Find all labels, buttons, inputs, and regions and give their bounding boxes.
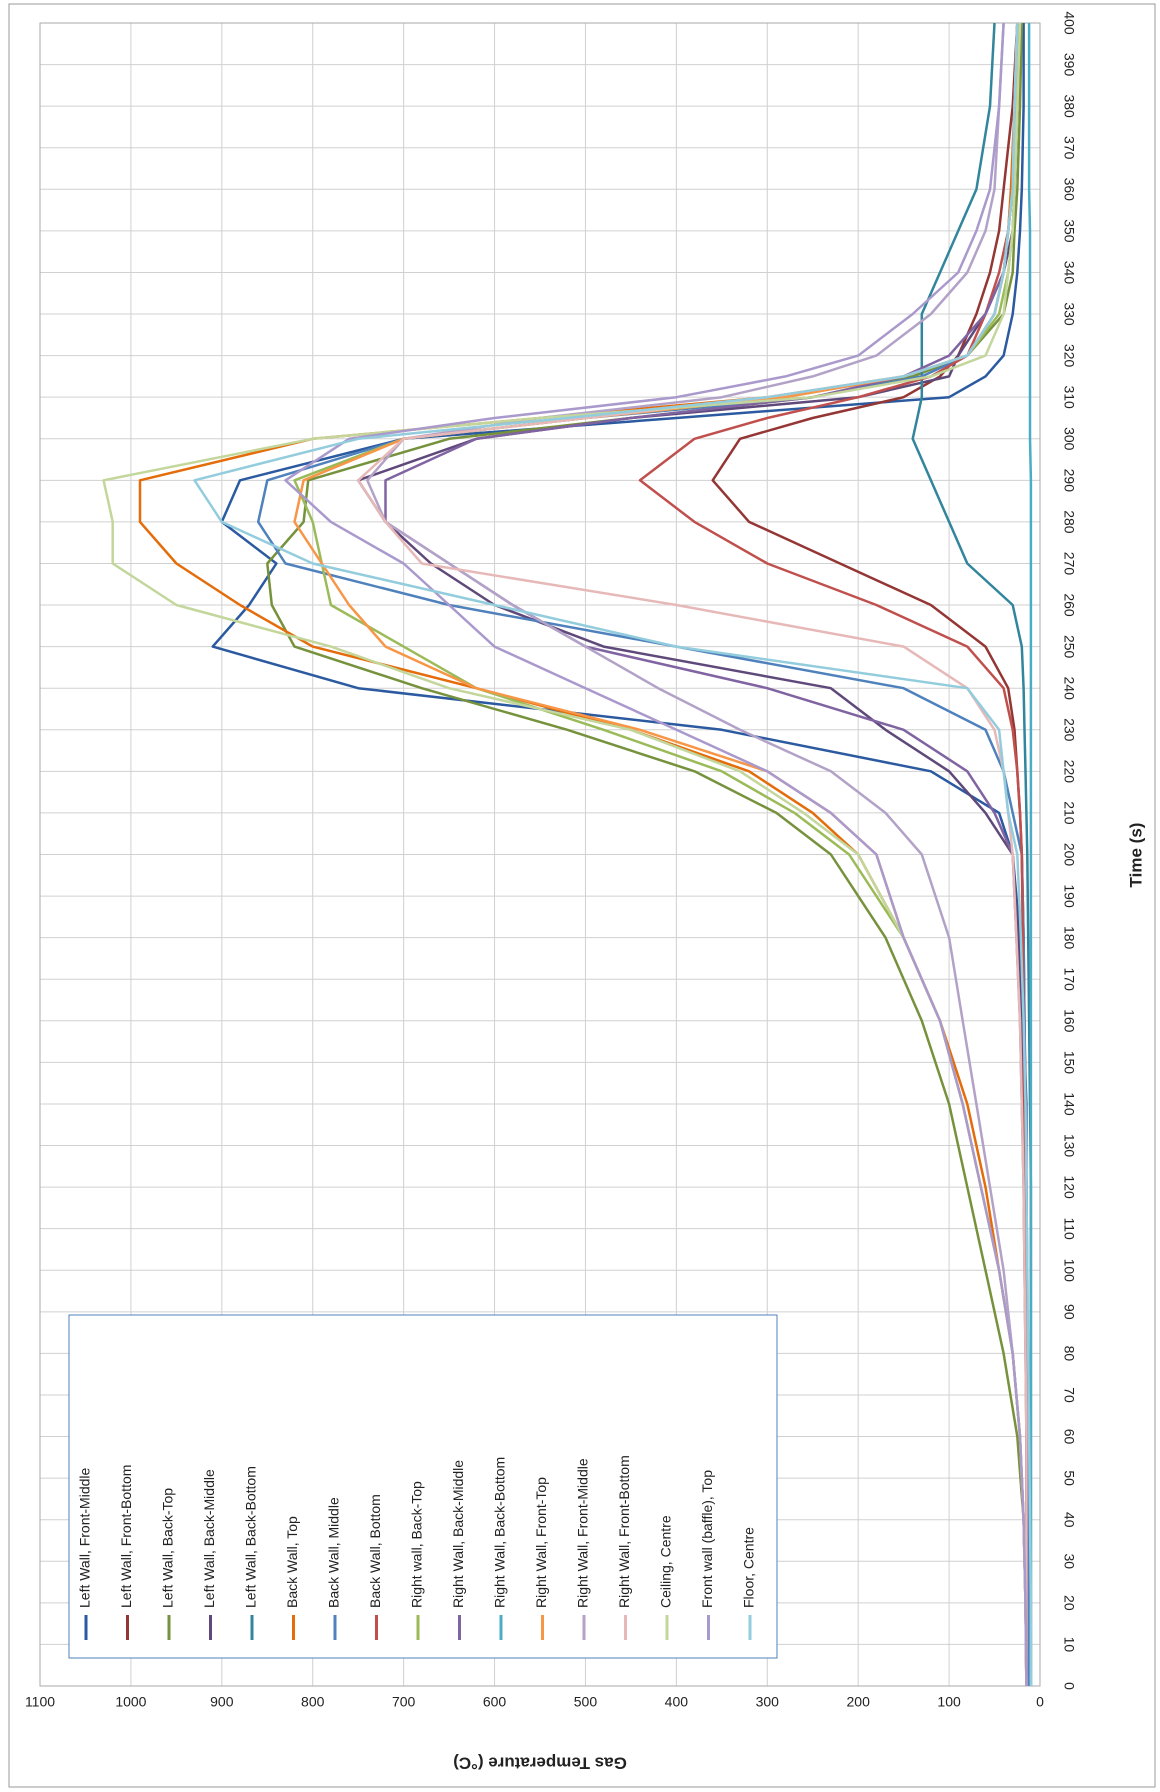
legend-label: Back Wall, Top [284, 1516, 300, 1608]
x-tick-label: 260 [1061, 593, 1077, 617]
x-tick-label: 370 [1061, 136, 1077, 160]
x-tick-label: 120 [1061, 1175, 1077, 1199]
legend-label: Left Wall, Back-Top [160, 1488, 176, 1608]
y-tick-label: 700 [392, 1694, 416, 1710]
x-tick-label: 20 [1061, 1595, 1077, 1611]
y-axis-title: Gas Temperature (°C) [453, 1754, 627, 1773]
legend-label: Left Wall, Back-Bottom [243, 1466, 259, 1608]
legend-label: Left Wall, Front-Bottom [118, 1465, 134, 1608]
x-tick-label: 340 [1061, 261, 1077, 285]
x-tick-label: 50 [1061, 1470, 1077, 1486]
legend-label: Right Wall, Back-Bottom [492, 1457, 508, 1608]
x-tick-label: 80 [1061, 1346, 1077, 1362]
x-tick-label: 270 [1061, 552, 1077, 576]
x-tick-label: 320 [1061, 344, 1077, 368]
y-tick-label: 500 [574, 1694, 598, 1710]
lines [102, 22, 1033, 1687]
x-tick-label: 180 [1061, 926, 1077, 950]
legend-label: Ceiling, Centre [658, 1515, 674, 1608]
y-tick-label: 800 [301, 1694, 325, 1710]
x-tick-label: 100 [1061, 1259, 1077, 1283]
x-tick-label: 90 [1061, 1304, 1077, 1320]
legend-label: Right Wall, Front-Bottom [616, 1455, 632, 1608]
x-tick-label: 390 [1061, 53, 1077, 77]
x-tick-label: 240 [1061, 677, 1077, 701]
x-tick-label: 330 [1061, 302, 1077, 326]
legend-label: Back Wall, Middle [326, 1497, 342, 1608]
x-tick-label: 190 [1061, 884, 1077, 908]
x-tick-label: 230 [1061, 718, 1077, 742]
x-tick-label: 30 [1061, 1553, 1077, 1569]
y-tick-label: 900 [210, 1694, 234, 1710]
x-tick-label: 290 [1061, 469, 1077, 493]
x-tick-label: 360 [1061, 178, 1077, 202]
chart-frame [8, 3, 1156, 1788]
y-tick-label: 400 [665, 1694, 689, 1710]
x-tick-label: 10 [1061, 1637, 1077, 1653]
legend: Left Wall, Front-Middle Left Wall, Front-… [77, 1455, 757, 1640]
x-tick-label: 150 [1061, 1051, 1077, 1075]
legend-label: Back Wall, Bottom [367, 1494, 383, 1608]
x-tick-label: 40 [1061, 1512, 1077, 1528]
legend-label: Right Wall, Front-Top [533, 1477, 549, 1608]
x-tick-label: 170 [1061, 968, 1077, 992]
y-tick-label: 200 [847, 1694, 871, 1710]
x-tick-label: 0 [1061, 1682, 1077, 1690]
labels: 0 100 200 300 400 500 600 700 800 900 1000 1100 0 10 2… [25, 11, 1077, 1709]
x-tick-label: 310 [1061, 385, 1077, 409]
x-tick-label: 160 [1061, 1009, 1077, 1033]
y-tick-label: 0 [1036, 1694, 1044, 1710]
x-tick-label: 380 [1061, 94, 1077, 118]
x-tick-label: 110 [1061, 1218, 1077, 1241]
y-tick-label: 1100 [25, 1694, 55, 1710]
legend-label: Left Wall, Front-Middle [77, 1467, 93, 1608]
x-tick-label: 200 [1061, 843, 1077, 867]
x-tick-label: 70 [1061, 1387, 1077, 1403]
legend-label: Left Wall, Back-Middle [201, 1469, 217, 1608]
y-tick-label: 1000 [115, 1694, 146, 1710]
legend-label: Right wall, Back-Top [409, 1481, 425, 1608]
x-tick-label: 300 [1061, 427, 1077, 451]
x-tick-label: 400 [1061, 11, 1077, 35]
y-tick-label: 300 [756, 1694, 780, 1710]
plot-area [39, 22, 1041, 1687]
x-tick-label: 140 [1061, 1092, 1077, 1116]
legend-label: Floor, Centre [741, 1527, 757, 1608]
series-line [1027, 23, 1033, 1686]
legend-label: Front wall (baffle), Top [699, 1470, 715, 1608]
x-tick-label: 60 [1061, 1429, 1077, 1445]
x-tick-label: 250 [1061, 635, 1077, 659]
legend-box [68, 1314, 778, 1659]
x-tick-label: 130 [1061, 1134, 1077, 1158]
x-tick-label: 220 [1061, 760, 1077, 784]
x-tick-label: 280 [1061, 510, 1077, 534]
x-tick-label: 210 [1061, 801, 1077, 825]
y-tick-label: 600 [483, 1694, 507, 1710]
x-tick-label: 350 [1061, 219, 1077, 243]
series-line [366, 22, 1028, 1687]
x-axis-title: Time (s) [1126, 823, 1145, 888]
series-line [193, 22, 1033, 1686]
legend-label: Right Wall, Back-Middle [450, 1460, 466, 1608]
legend-label: Right Wall, Front-Middle [575, 1458, 591, 1608]
y-tick-label: 100 [937, 1694, 961, 1710]
series-line [284, 22, 1028, 1687]
